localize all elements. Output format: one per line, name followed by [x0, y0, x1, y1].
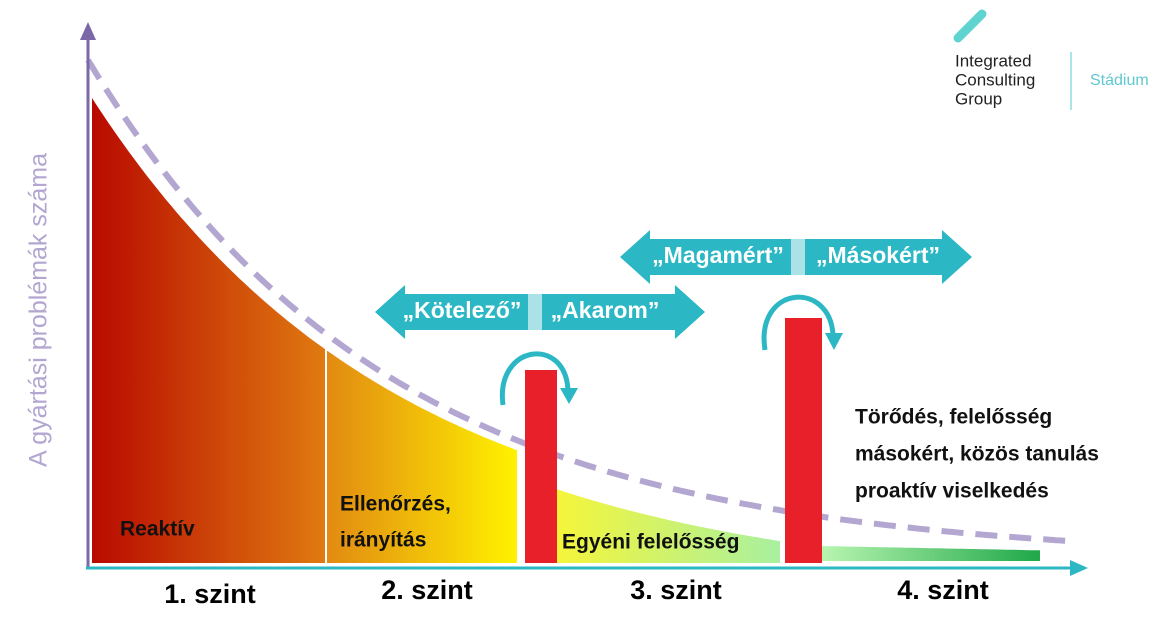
x-axis-arrow [1070, 560, 1088, 576]
arrow-label: „Másokért” [816, 242, 940, 268]
level-label: 2. szint [381, 575, 473, 605]
arrow-label: „Kötelező” [403, 297, 522, 323]
level-label: 3. szint [630, 575, 722, 605]
zone-label: másokért, közös tanulás [855, 443, 1099, 466]
trend-curve [85, 58, 1069, 544]
zone-label: irányítás [340, 529, 426, 552]
zone-label: Törődés, felelősség [855, 406, 1052, 429]
logo-text: Integrated [955, 51, 1032, 70]
zone-area [557, 489, 780, 563]
turn-arrow [761, 294, 836, 351]
turn-arrow-head [825, 333, 843, 350]
arrow-divider [791, 239, 805, 275]
zone-area [822, 546, 1040, 561]
level-label: 4. szint [897, 575, 989, 605]
logo-mark [953, 9, 987, 43]
logo-text: Group [955, 89, 1002, 108]
logo-text: Consulting [955, 70, 1035, 89]
y-axis-label: A gyártási problémák száma [25, 153, 53, 467]
arrow-label: „Magamért” [652, 242, 784, 268]
logo-product: Stádium [1090, 72, 1149, 89]
turn-arrow-head [560, 388, 578, 404]
step-bar [785, 318, 822, 563]
level-label: 1. szint [164, 579, 256, 609]
zone-label: Reaktív [120, 518, 195, 541]
arrow-divider [528, 294, 542, 330]
arrow-label: „Akarom” [551, 297, 660, 323]
zone-area [92, 98, 325, 563]
zone-area [327, 350, 517, 563]
zone-label: Egyéni felelősség [562, 531, 739, 554]
step-bar [525, 370, 557, 563]
y-axis-arrow [80, 22, 96, 40]
turn-arrow [499, 351, 571, 406]
zone-label: proaktív viselkedés [855, 480, 1049, 503]
zone-label: Ellenőrzés, [340, 493, 451, 516]
